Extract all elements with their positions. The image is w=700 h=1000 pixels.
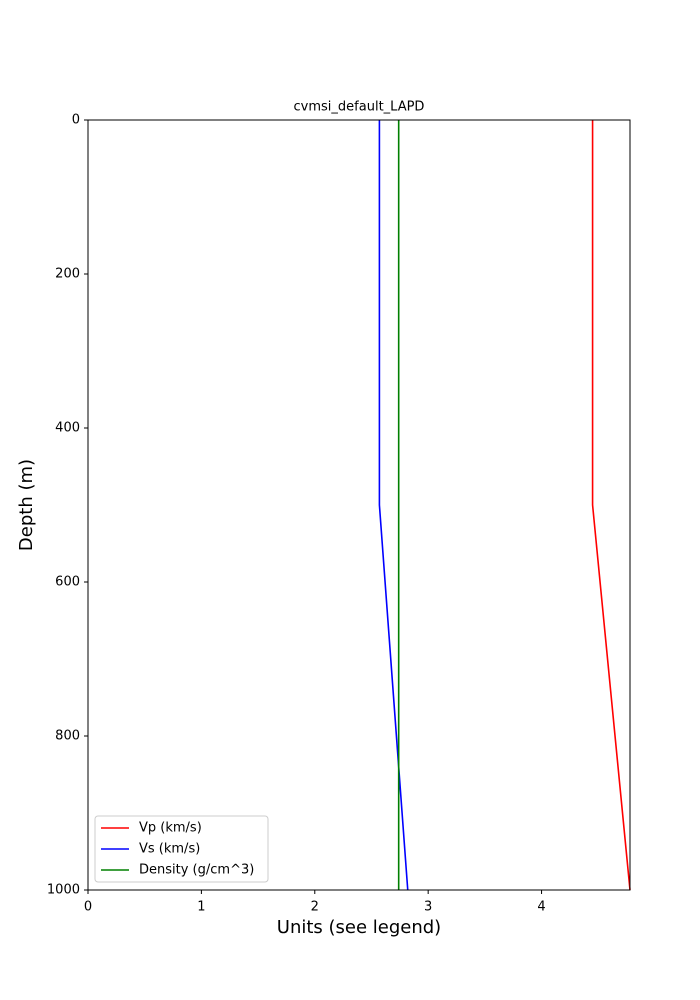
x-tick-label: 1 (197, 900, 205, 915)
y-tick-label: 0 (72, 113, 80, 128)
chart-title: cvmsi_default_LAPD (294, 100, 425, 115)
x-tick-label: 4 (537, 900, 545, 915)
legend-label: Density (g/cm^3) (139, 863, 254, 878)
x-tick-label: 0 (84, 900, 92, 915)
y-tick-label: 800 (55, 729, 80, 744)
y-tick-label: 200 (55, 267, 80, 282)
y-tick-label: 1000 (47, 883, 80, 898)
legend: Vp (km/s) Vs (km/s) Density (g/cm^3) (94, 815, 269, 883)
x-tick-label: 2 (311, 900, 319, 915)
x-tick-label: 3 (424, 900, 432, 915)
series-line (591, 120, 631, 891)
legend-box (94, 815, 269, 883)
series-line (378, 120, 409, 891)
y-axis-label: Depth (m) (16, 459, 37, 551)
x-axis-label: Units (see legend) (277, 917, 441, 938)
plot-frame (87, 119, 631, 891)
legend-label: Vs (km/s) (139, 842, 200, 857)
y-tick-label: 600 (55, 575, 80, 590)
legend-label: Vp (km/s) (139, 821, 202, 836)
y-tick-label: 400 (55, 421, 80, 436)
